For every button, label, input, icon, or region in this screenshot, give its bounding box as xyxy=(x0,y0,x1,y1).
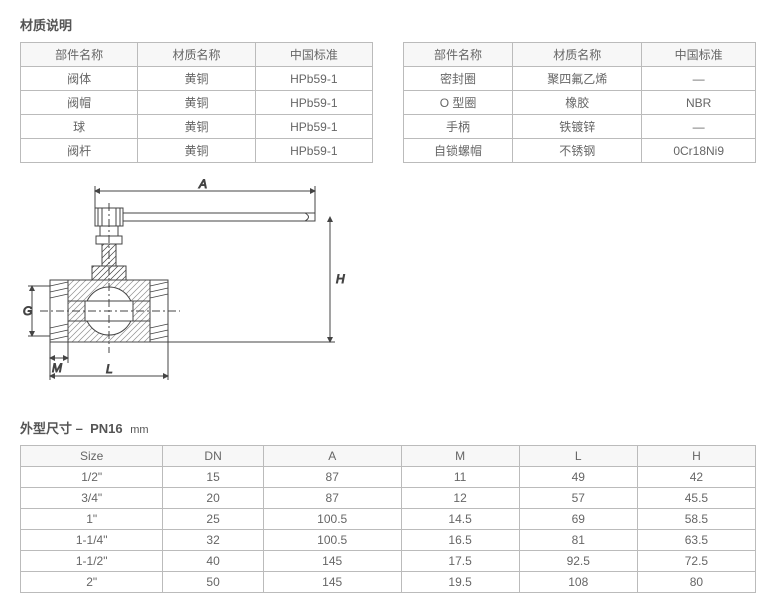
material-title: 材质说明 xyxy=(20,15,756,34)
table-cell: 黄铜 xyxy=(138,67,255,91)
table-cell: 100.5 xyxy=(263,530,401,551)
table-cell: 阀杆 xyxy=(21,139,138,163)
table-cell: 49 xyxy=(519,467,637,488)
col-std: 中国标准 xyxy=(642,43,756,67)
table-cell: HPb59-1 xyxy=(255,67,372,91)
dimensions-title: 外型尺寸 – PN16 mm xyxy=(20,418,756,437)
table-row: 阀杆黄铜HPb59-1 xyxy=(21,139,373,163)
dimensions-table: SizeDNAMLH 1/2"15871149423/4"2087125745.… xyxy=(20,445,756,593)
table-cell: 50 xyxy=(163,572,264,593)
table-row: 1/2"1587114942 xyxy=(21,467,756,488)
table-row: 3/4"2087125745.5 xyxy=(21,488,756,509)
col-part: 部件名称 xyxy=(21,43,138,67)
table-cell: 15 xyxy=(163,467,264,488)
table-cell: 阀帽 xyxy=(21,91,138,115)
table-cell: 100.5 xyxy=(263,509,401,530)
table-cell: 25 xyxy=(163,509,264,530)
col-part: 部件名称 xyxy=(404,43,513,67)
table-cell: 阀体 xyxy=(21,67,138,91)
table-cell: 密封圈 xyxy=(404,67,513,91)
table-cell: NBR xyxy=(642,91,756,115)
table-cell: 自锁螺帽 xyxy=(404,139,513,163)
table-row: 球黄铜HPb59-1 xyxy=(21,115,373,139)
table-cell: O 型圈 xyxy=(404,91,513,115)
table-cell: HPb59-1 xyxy=(255,139,372,163)
table-cell: 1-1/2" xyxy=(21,551,163,572)
table-row: 阀体黄铜HPb59-1 xyxy=(21,67,373,91)
col-header: H xyxy=(637,446,755,467)
table-cell: 14.5 xyxy=(401,509,519,530)
col-header: DN xyxy=(163,446,264,467)
svg-text:L: L xyxy=(106,362,113,376)
table-row: 自锁螺帽不锈钢0Cr18Ni9 xyxy=(404,139,756,163)
table-cell: 1/2" xyxy=(21,467,163,488)
table-cell: 145 xyxy=(263,572,401,593)
svg-text:A: A xyxy=(198,178,207,191)
table-cell: 黄铜 xyxy=(138,139,255,163)
table-cell: 0Cr18Ni9 xyxy=(642,139,756,163)
table-cell: 80 xyxy=(637,572,755,593)
col-mat: 材质名称 xyxy=(513,43,642,67)
table-row: 1"25100.514.56958.5 xyxy=(21,509,756,530)
table-cell: 87 xyxy=(263,467,401,488)
table-cell: 63.5 xyxy=(637,530,755,551)
valve-diagram: A G H xyxy=(20,178,756,403)
table-cell: 19.5 xyxy=(401,572,519,593)
table-cell: 黄铜 xyxy=(138,115,255,139)
table-cell: 不锈钢 xyxy=(513,139,642,163)
col-header: M xyxy=(401,446,519,467)
table-cell: 聚四氟乙烯 xyxy=(513,67,642,91)
table-cell: 58.5 xyxy=(637,509,755,530)
table-cell: 20 xyxy=(163,488,264,509)
material-tables-row: 部件名称 材质名称 中国标准 阀体黄铜HPb59-1阀帽黄铜HPb59-1球黄铜… xyxy=(20,42,756,163)
table-cell: HPb59-1 xyxy=(255,91,372,115)
table-cell: 32 xyxy=(163,530,264,551)
col-mat: 材质名称 xyxy=(138,43,255,67)
material-table-right: 部件名称 材质名称 中国标准 密封圈聚四氟乙烯—O 型圈橡胶NBR手柄铁镀锌—自… xyxy=(403,42,756,163)
table-row: 1-1/4"32100.516.58163.5 xyxy=(21,530,756,551)
table-cell: 69 xyxy=(519,509,637,530)
table-cell: 3/4" xyxy=(21,488,163,509)
table-cell: 11 xyxy=(401,467,519,488)
table-cell: 1" xyxy=(21,509,163,530)
table-cell: 橡胶 xyxy=(513,91,642,115)
table-cell: 1-1/4" xyxy=(21,530,163,551)
material-table-left: 部件名称 材质名称 中国标准 阀体黄铜HPb59-1阀帽黄铜HPb59-1球黄铜… xyxy=(20,42,373,163)
table-cell: — xyxy=(642,115,756,139)
table-cell: HPb59-1 xyxy=(255,115,372,139)
table-row: 阀帽黄铜HPb59-1 xyxy=(21,91,373,115)
table-row: 1-1/2"4014517.592.572.5 xyxy=(21,551,756,572)
table-cell: 92.5 xyxy=(519,551,637,572)
table-row: 2"5014519.510880 xyxy=(21,572,756,593)
table-row: 密封圈聚四氟乙烯— xyxy=(404,67,756,91)
col-std: 中国标准 xyxy=(255,43,372,67)
table-cell: 57 xyxy=(519,488,637,509)
table-cell: 145 xyxy=(263,551,401,572)
table-cell: 108 xyxy=(519,572,637,593)
table-cell: 2" xyxy=(21,572,163,593)
svg-text:G: G xyxy=(23,304,32,318)
table-cell: 黄铜 xyxy=(138,91,255,115)
table-cell: 17.5 xyxy=(401,551,519,572)
col-header: L xyxy=(519,446,637,467)
svg-text:M: M xyxy=(52,361,62,375)
table-cell: 16.5 xyxy=(401,530,519,551)
svg-text:H: H xyxy=(336,272,345,286)
table-row: 手柄铁镀锌— xyxy=(404,115,756,139)
table-cell: 手柄 xyxy=(404,115,513,139)
table-cell: 45.5 xyxy=(637,488,755,509)
table-cell: 40 xyxy=(163,551,264,572)
col-header: A xyxy=(263,446,401,467)
table-cell: 铁镀锌 xyxy=(513,115,642,139)
table-cell: 42 xyxy=(637,467,755,488)
table-cell: 球 xyxy=(21,115,138,139)
table-cell: 81 xyxy=(519,530,637,551)
table-cell: 72.5 xyxy=(637,551,755,572)
col-header: Size xyxy=(21,446,163,467)
table-cell: 87 xyxy=(263,488,401,509)
table-cell: 12 xyxy=(401,488,519,509)
table-cell: — xyxy=(642,67,756,91)
table-row: O 型圈橡胶NBR xyxy=(404,91,756,115)
